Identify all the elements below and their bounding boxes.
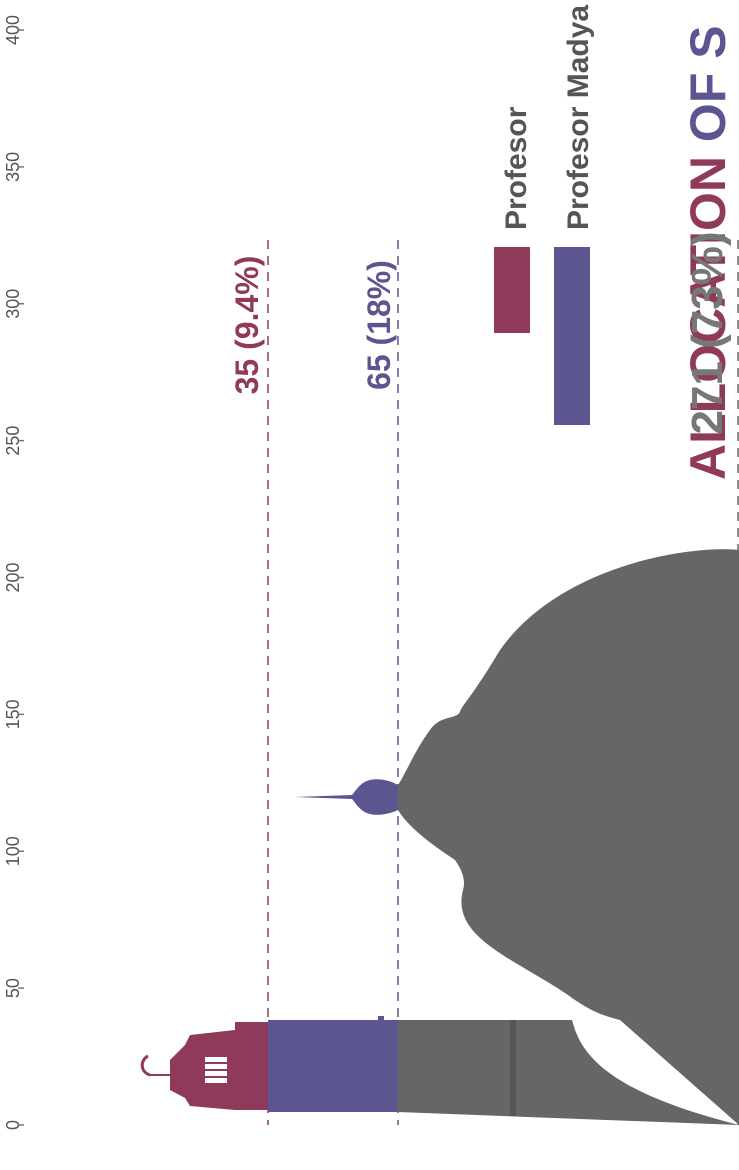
chart-title-prefix: ALLOCATION	[680, 142, 736, 480]
chart-title-accent: OF S	[680, 25, 736, 142]
value-labels: 35 (9.4%) 65 (18%) 271 (73%)	[229, 231, 732, 434]
mosque-illustration	[140, 549, 739, 1125]
legend-swatch-profesor-madya	[554, 247, 590, 425]
chart-title: ALLOCATION OF S	[680, 25, 736, 480]
y-tick-label: 200	[3, 562, 23, 592]
y-tick-label: 50	[3, 978, 23, 998]
minaret-cap	[170, 1030, 235, 1110]
legend-swatch-profesor	[494, 247, 530, 333]
dome-finial	[295, 779, 398, 815]
y-tick-label: 150	[3, 699, 23, 729]
legend-label-profesor: Profesor	[500, 106, 533, 230]
legend-label-profesor-madya: Profesor Madya	[562, 5, 595, 230]
minaret-profesor-madya	[268, 1020, 398, 1112]
svg-text:ALLOCATION OF S: ALLOCATION OF S	[680, 25, 736, 480]
y-tick-label: 250	[3, 426, 23, 456]
value-label: 271 (73%)	[683, 231, 732, 434]
value-label: 65 (18%)	[361, 260, 397, 390]
y-tick-label: 300	[3, 289, 23, 319]
y-tick-label: 0	[3, 1120, 23, 1130]
dome-shape	[398, 549, 739, 1125]
legend: Profesor Profesor Madya	[494, 5, 595, 425]
y-axis: 0 50 100 150 200 250 300 350 400	[3, 15, 24, 1130]
minaret-gray	[398, 1020, 739, 1125]
y-tick-label: 350	[3, 152, 23, 182]
value-label: 35 (9.4%)	[229, 256, 265, 395]
y-tick-label: 100	[3, 836, 23, 866]
crescent-icon	[140, 1054, 151, 1077]
y-tick-label: 400	[3, 15, 23, 45]
minaret-profesor	[235, 1022, 268, 1110]
